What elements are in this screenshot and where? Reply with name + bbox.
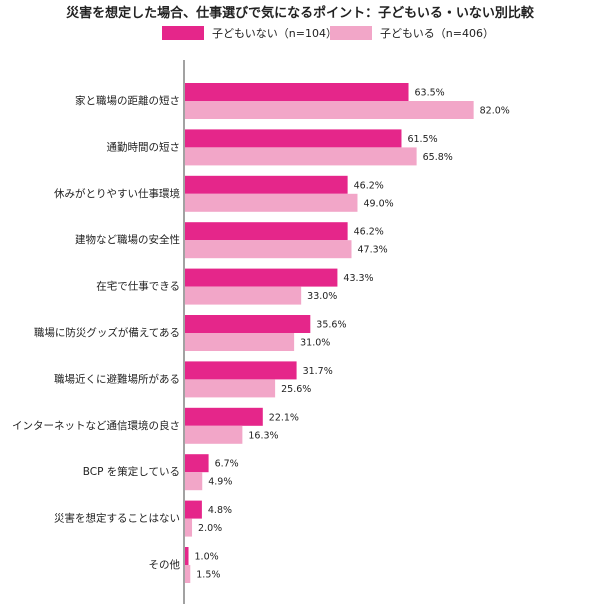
value-label: 16.3% (248, 430, 278, 441)
category-label: 災害を想定することはない (54, 512, 180, 525)
value-label: 31.7% (303, 366, 333, 377)
value-label: 65.8% (423, 152, 453, 163)
bar-with-children (185, 472, 203, 491)
bar-with-children (185, 379, 276, 398)
value-label: 4.9% (208, 477, 232, 488)
bar-with-children (185, 193, 358, 212)
value-label: 82.0% (480, 106, 510, 117)
legend-swatch-no-children (162, 26, 204, 40)
legend-item-with-children: 子どもいる（n=406） (330, 25, 494, 41)
legend-label-no-children: 子どもいない（n=104） (212, 27, 337, 40)
bar-with-children (185, 333, 295, 351)
category-label: 職場近くに避難場所がある (54, 372, 180, 385)
value-label: 25.6% (281, 384, 311, 395)
value-label: 1.5% (196, 570, 220, 581)
value-label: 63.5% (415, 88, 445, 99)
bar-with-children (185, 240, 352, 259)
category-label: 建物など職場の安全性 (75, 233, 180, 246)
category-label: 職場に防災グッズが備えてある (34, 326, 180, 339)
bar-no-children (185, 83, 409, 101)
bar-with-children (185, 147, 417, 166)
category-label: その他 (149, 558, 181, 571)
bar-no-children (185, 315, 311, 333)
bar-no-children (185, 129, 402, 148)
value-label: 22.1% (269, 412, 299, 423)
value-label: 4.8% (208, 505, 232, 516)
value-label: 61.5% (407, 134, 437, 145)
bar-with-children (185, 101, 474, 119)
bar-no-children (185, 547, 189, 565)
value-label: 33.0% (307, 291, 337, 302)
value-label: 31.0% (300, 338, 330, 349)
category-label: 家と職場の距離の短さ (75, 94, 180, 107)
category-label: 休みがとりやすい仕事環境 (54, 187, 180, 200)
bar-with-children (185, 518, 193, 537)
legend: 子どもいない（n=104） 子どもいる（n=406） (0, 25, 600, 43)
value-label: 2.0% (198, 523, 222, 534)
bar-with-children (185, 565, 191, 583)
category-label: BCP を策定している (83, 465, 180, 478)
bar-no-children (185, 361, 297, 380)
legend-item-no-children: 子どもいない（n=104） (162, 25, 337, 41)
value-label: 43.3% (343, 273, 373, 284)
category-label: インターネットなど通信環境の良さ (12, 419, 180, 432)
legend-swatch-with-children (330, 26, 372, 40)
bar-no-children (185, 175, 348, 194)
value-label: 46.2% (354, 227, 384, 238)
value-label: 46.2% (354, 180, 384, 191)
bar-with-children (185, 286, 302, 305)
value-label: 6.7% (215, 459, 239, 470)
bar-no-children (185, 222, 348, 241)
bar-no-children (185, 500, 202, 519)
value-label: 49.0% (363, 198, 393, 209)
category-label: 通勤時間の短さ (107, 140, 181, 153)
bar-no-children (185, 268, 338, 287)
legend-label-with-children: 子どもいる（n=406） (380, 27, 494, 40)
value-label: 35.6% (316, 320, 346, 331)
category-label: 在宅で仕事できる (96, 280, 180, 293)
bar-with-children (185, 425, 243, 444)
bar-no-children (185, 454, 209, 473)
value-label: 47.3% (357, 245, 387, 256)
bar-no-children (185, 407, 263, 426)
chart-title: 災害を想定した場合、仕事選びで気になるポイント：子どもいる・いない別比較 (66, 6, 534, 21)
value-label: 1.0% (195, 552, 219, 563)
